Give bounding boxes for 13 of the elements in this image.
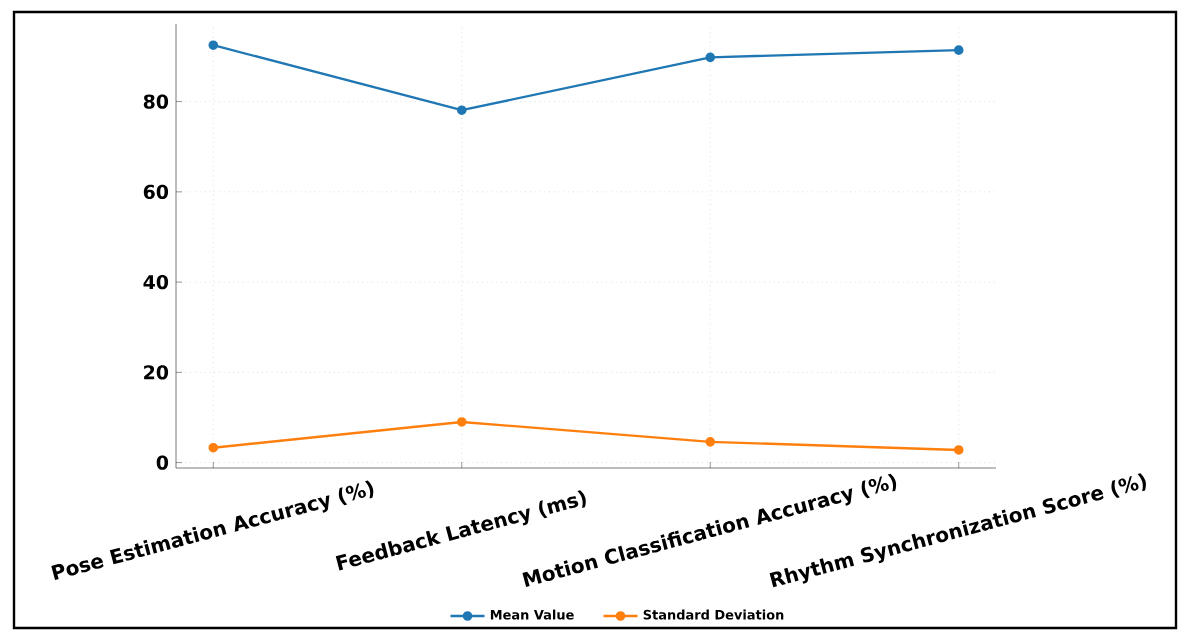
y-tick-label: 0	[156, 455, 169, 470]
point	[705, 437, 716, 447]
y-tick-label: 60	[143, 184, 169, 200]
point	[705, 52, 716, 63]
point	[953, 445, 964, 455]
y-tick-label: 40	[143, 274, 169, 290]
point	[208, 442, 219, 453]
point	[456, 417, 467, 427]
y-tick-label: 20	[144, 365, 169, 380]
point	[208, 40, 219, 50]
y-tick-label: 80	[143, 94, 169, 109]
point	[953, 45, 964, 55]
point	[456, 105, 467, 115]
